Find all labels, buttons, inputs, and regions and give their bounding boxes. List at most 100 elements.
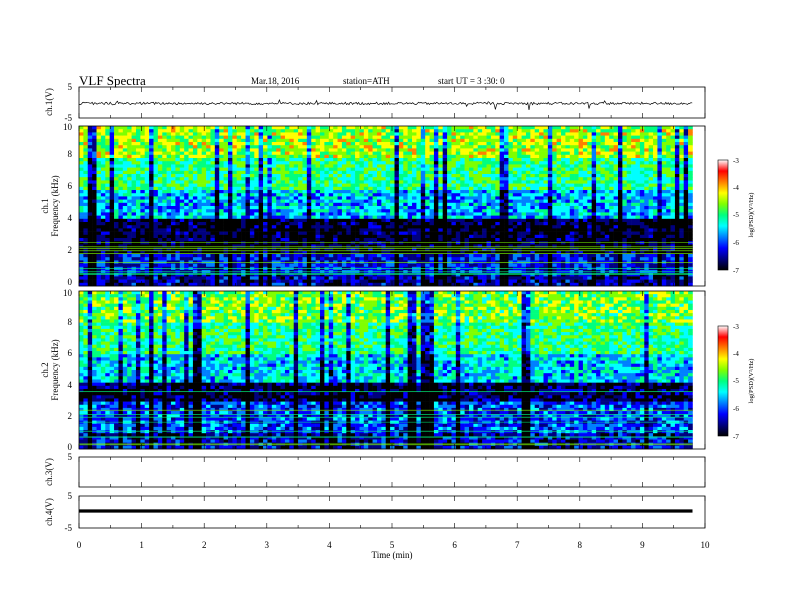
spectrogram-cell — [254, 193, 259, 197]
spectrogram-cell — [179, 279, 185, 284]
spectrogram-cell — [346, 138, 351, 143]
spectrogram-cell — [149, 273, 154, 277]
spectrogram-cell — [315, 142, 321, 146]
spectrogram-cell — [302, 247, 308, 252]
spectrogram-cell — [162, 199, 167, 204]
spectrogram-cell — [92, 138, 97, 143]
spectrogram-cell — [302, 228, 308, 232]
spectrogram-cell — [490, 145, 496, 149]
spectrogram-cell — [276, 180, 281, 184]
spectrogram-cell — [394, 186, 400, 191]
spectrogram-cell — [276, 282, 281, 287]
ch1-waveform-ylabel: ch.1(V) — [44, 88, 54, 116]
spectrogram-cell — [114, 209, 119, 213]
spectrogram-cell — [127, 129, 132, 133]
spectrogram-cell — [236, 209, 242, 213]
spectrogram-cell — [87, 180, 93, 184]
spectrogram-cell — [420, 228, 426, 232]
spectrogram-cell — [363, 263, 369, 268]
spectrogram-cell — [271, 212, 277, 216]
spectrogram-cell — [416, 199, 422, 204]
spectrogram-cell — [289, 250, 295, 255]
spectrogram-cell — [381, 164, 387, 168]
spectrogram-cell — [407, 154, 413, 159]
spectrogram-cell — [144, 202, 150, 207]
spectrogram-cell — [114, 190, 119, 194]
spectrogram-cell — [320, 151, 325, 156]
spectrogram-cell — [438, 222, 443, 226]
spectrogram-cell — [96, 234, 102, 239]
spectrogram-cell — [333, 164, 338, 168]
spectrogram-cell — [315, 225, 321, 229]
spectrogram-cell — [236, 273, 242, 277]
spectrogram-cell — [320, 206, 325, 210]
spectrogram-cell — [249, 206, 255, 210]
spectrogram-cell — [486, 222, 492, 226]
spectrogram-cell — [118, 174, 124, 178]
spectrogram-cell — [184, 282, 189, 287]
spectrogram-cell — [267, 247, 273, 252]
spectrogram-cell — [433, 161, 439, 165]
spectrogram-cell — [346, 225, 351, 229]
spectrogram-cell — [245, 250, 251, 255]
spectrogram-cell — [293, 154, 299, 159]
spectrogram-cell — [368, 247, 373, 252]
spectrogram-cell — [245, 148, 251, 152]
spectrogram-cell — [153, 158, 159, 162]
spectrogram-cell — [376, 193, 382, 197]
spectrogram-cell — [254, 148, 259, 152]
spectrogram-cell — [210, 145, 216, 149]
spectrogram-cell — [236, 164, 242, 168]
spectrogram-cell — [328, 238, 334, 242]
spectrogram-cell — [311, 145, 316, 149]
spectrogram-cell — [192, 154, 198, 159]
spectrogram-cell — [87, 132, 93, 136]
spectrogram-cell — [385, 222, 391, 226]
spectrogram-cell — [249, 254, 255, 258]
spectrogram-cell — [398, 158, 404, 162]
spectrogram-cell — [197, 126, 202, 130]
spectrogram-cell — [372, 279, 378, 284]
spectrogram-cell — [280, 234, 286, 239]
spectrogram-cell — [429, 206, 435, 210]
spectrogram-cell — [171, 254, 176, 258]
spectrogram-cell — [135, 215, 141, 220]
spectrogram-cell — [504, 228, 509, 232]
spectrogram-cell — [140, 209, 146, 213]
spectrogram-cell — [438, 167, 443, 172]
spectrogram-cell — [100, 135, 106, 140]
spectrogram-cell — [407, 206, 413, 210]
spectrogram-cell — [284, 282, 290, 287]
spectrogram-cell — [166, 145, 172, 149]
spectrogram-cell — [508, 190, 514, 194]
spectrogram-cell — [131, 196, 137, 200]
spectrogram-cell — [490, 228, 496, 232]
spectrogram-cell — [276, 161, 281, 165]
spectrogram-cell — [394, 238, 400, 242]
spectrogram-cell — [171, 225, 176, 229]
spectrogram-cell — [149, 244, 154, 248]
spectrogram-cell — [166, 154, 172, 159]
spectrogram-cell — [245, 279, 251, 284]
spectrogram-cell — [192, 129, 198, 133]
spectrogram-cell — [162, 196, 167, 200]
spectrogram-cell — [100, 148, 106, 152]
spectrogram-cell — [359, 250, 365, 255]
spectrogram-cell — [227, 257, 233, 261]
spectrogram-cell — [376, 276, 382, 280]
spectrogram-cell — [162, 161, 167, 165]
spectrogram-cell — [267, 142, 273, 146]
spectrogram-cell — [420, 174, 426, 178]
spectrogram-cell — [254, 196, 259, 200]
spectrogram-cell — [482, 247, 487, 252]
spectrogram-cell — [127, 228, 132, 232]
spectrogram-cell — [236, 190, 242, 194]
spectrogram-cell — [206, 228, 211, 232]
spectrogram-cell — [412, 263, 417, 268]
spectrogram-cell — [219, 215, 224, 220]
spectrogram-cell — [122, 132, 128, 136]
spectrogram-cell — [179, 238, 185, 242]
spectrogram-cell — [276, 218, 281, 223]
spectrogram-cell — [118, 215, 124, 220]
spectrogram-cell — [394, 183, 400, 188]
